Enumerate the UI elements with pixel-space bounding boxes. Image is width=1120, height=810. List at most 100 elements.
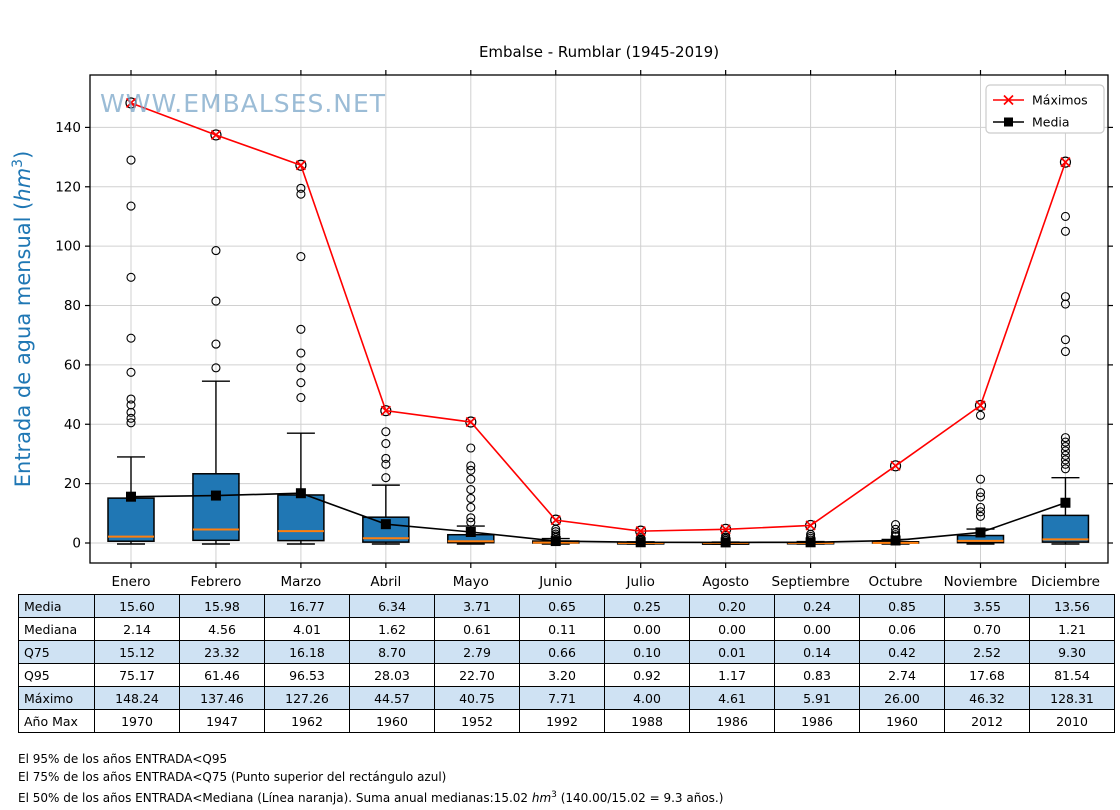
outlier-point [1060, 292, 1070, 302]
max-outlier-ring [295, 159, 307, 171]
table-cell: 4.56 [179, 617, 265, 641]
x-tick-label: Enero [112, 574, 151, 590]
outlier-point [381, 439, 391, 449]
box-febrero [192, 246, 240, 545]
outlier-point [381, 427, 391, 437]
outlier-point [296, 363, 306, 373]
x-tick-label: Septiembre [772, 574, 850, 590]
table-cell: 2.74 [859, 663, 945, 687]
table-cell: 0.42 [859, 640, 945, 664]
table-cell: 23.32 [179, 640, 265, 664]
outlier-point [126, 333, 136, 343]
table-cell: 4.61 [689, 686, 775, 710]
outlier-point [211, 339, 221, 349]
x-tick-label: Julio [626, 574, 655, 590]
box-diciembre [1041, 211, 1090, 545]
x-tick-label: Mayo [453, 574, 489, 590]
maximos-x-marker [380, 405, 391, 416]
table-row-mediana: Mediana 2.14 4.56 4.01 1.62 0.61 0.11 0.00 0.00 0… [18, 617, 1115, 641]
table-cell: 46.32 [944, 686, 1030, 710]
media-marker [380, 519, 391, 530]
table-cell: 2.14 [94, 617, 180, 641]
table-cell: 1952 [434, 709, 520, 733]
table-cell: 1960 [859, 709, 945, 733]
table-cell: 16.77 [264, 594, 350, 618]
table-cell: 0.10 [604, 640, 690, 664]
table-cell: 4.01 [264, 617, 350, 641]
table-cell: 1962 [264, 709, 350, 733]
row-label: Año Max [18, 709, 95, 733]
table-cell: 17.68 [944, 663, 1030, 687]
maximos-x-marker [295, 160, 307, 171]
chart-title: Embalse - Rumblar (1945-2019) [479, 43, 719, 61]
table-cell: 0.00 [604, 617, 690, 641]
maximos-x-marker [805, 520, 816, 531]
table-cell: 0.92 [604, 663, 690, 687]
table-cell: 0.14 [774, 640, 860, 664]
outlier-point [1060, 459, 1070, 469]
outlier-point [1060, 455, 1070, 465]
outlier-point [466, 513, 476, 523]
outlier-point [296, 189, 306, 199]
y-axis-label-prefix: Entrada de agua mensual ( [11, 202, 35, 488]
gridlines [90, 75, 1108, 563]
maximos-x-marker [550, 515, 561, 526]
x-tick-label: Agosto [702, 574, 749, 590]
maximos-x-marker [210, 129, 222, 141]
y-axis-label-suffix: ) [11, 151, 35, 159]
table-cell: 3.71 [434, 594, 520, 618]
table-cell: 0.65 [519, 594, 605, 618]
table-row-q95: Q95 75.17 61.46 96.53 28.03 22.70 3.20 0.92 1.17… [18, 663, 1115, 687]
table-cell: 81.54 [1029, 663, 1115, 687]
table-cell: 137.46 [179, 686, 265, 710]
table-cell: 5.91 [774, 686, 860, 710]
table-cell: 0.61 [434, 617, 520, 641]
table-cell: 9.30 [1029, 640, 1115, 664]
media-marker [126, 491, 136, 502]
max-outlier-ring [210, 129, 222, 141]
table-cell: 16.18 [264, 640, 350, 664]
table-cell: 1.62 [349, 617, 435, 641]
outlier-point [126, 400, 136, 410]
table-cell: 3.55 [944, 594, 1030, 618]
row-label: Máximo [18, 686, 95, 710]
outlier-point [296, 251, 306, 262]
outlier-point [381, 453, 391, 463]
stats-table: Media 15.60 15.98 16.77 6.34 3.71 0.65 0.25 0.20… [18, 594, 1115, 733]
table-cell: 2.79 [434, 640, 520, 664]
table-cell: 0.70 [944, 617, 1030, 641]
outlier-point [1060, 335, 1070, 345]
outlier-point [296, 183, 306, 193]
table-cell: 0.24 [774, 594, 860, 618]
media-marker [975, 527, 986, 538]
outlier-point [1060, 450, 1070, 460]
outlier-point [466, 443, 476, 453]
outlier-point [126, 367, 136, 377]
series-layer [125, 97, 1072, 548]
table-cell: 0.83 [774, 663, 860, 687]
outlier-point [1060, 437, 1070, 447]
outlier-point [126, 394, 136, 404]
outlier-point [211, 363, 221, 373]
max-outlier-ring [1059, 156, 1072, 168]
row-label: Q75 [18, 640, 95, 664]
media-marker [805, 537, 816, 548]
footnote-mediana-prefix: El 50% de los años ENTRADA<Mediana (Líne… [18, 791, 532, 805]
outlier-point [975, 474, 986, 484]
maximos-x-marker [465, 416, 476, 428]
footnote-mediana: El 50% de los años ENTRADA<Mediana (Líne… [18, 788, 723, 806]
outlier-point [551, 527, 561, 537]
outlier-point [381, 459, 391, 469]
table-cell: 1988 [604, 709, 690, 733]
outlier-point [890, 524, 901, 534]
x-tick-label: Noviembre [944, 574, 1018, 590]
maximos-x-marker [635, 526, 646, 537]
outlier-point [975, 487, 986, 498]
table-cell: 3.20 [519, 663, 605, 687]
outlier-point [126, 155, 136, 165]
outlier-point [975, 502, 986, 512]
legend-media-label: Media [1032, 115, 1070, 130]
table-cell: 148.24 [94, 686, 180, 710]
outlier-point [126, 272, 136, 282]
legend-maximos-label: Máximos [1032, 93, 1088, 108]
